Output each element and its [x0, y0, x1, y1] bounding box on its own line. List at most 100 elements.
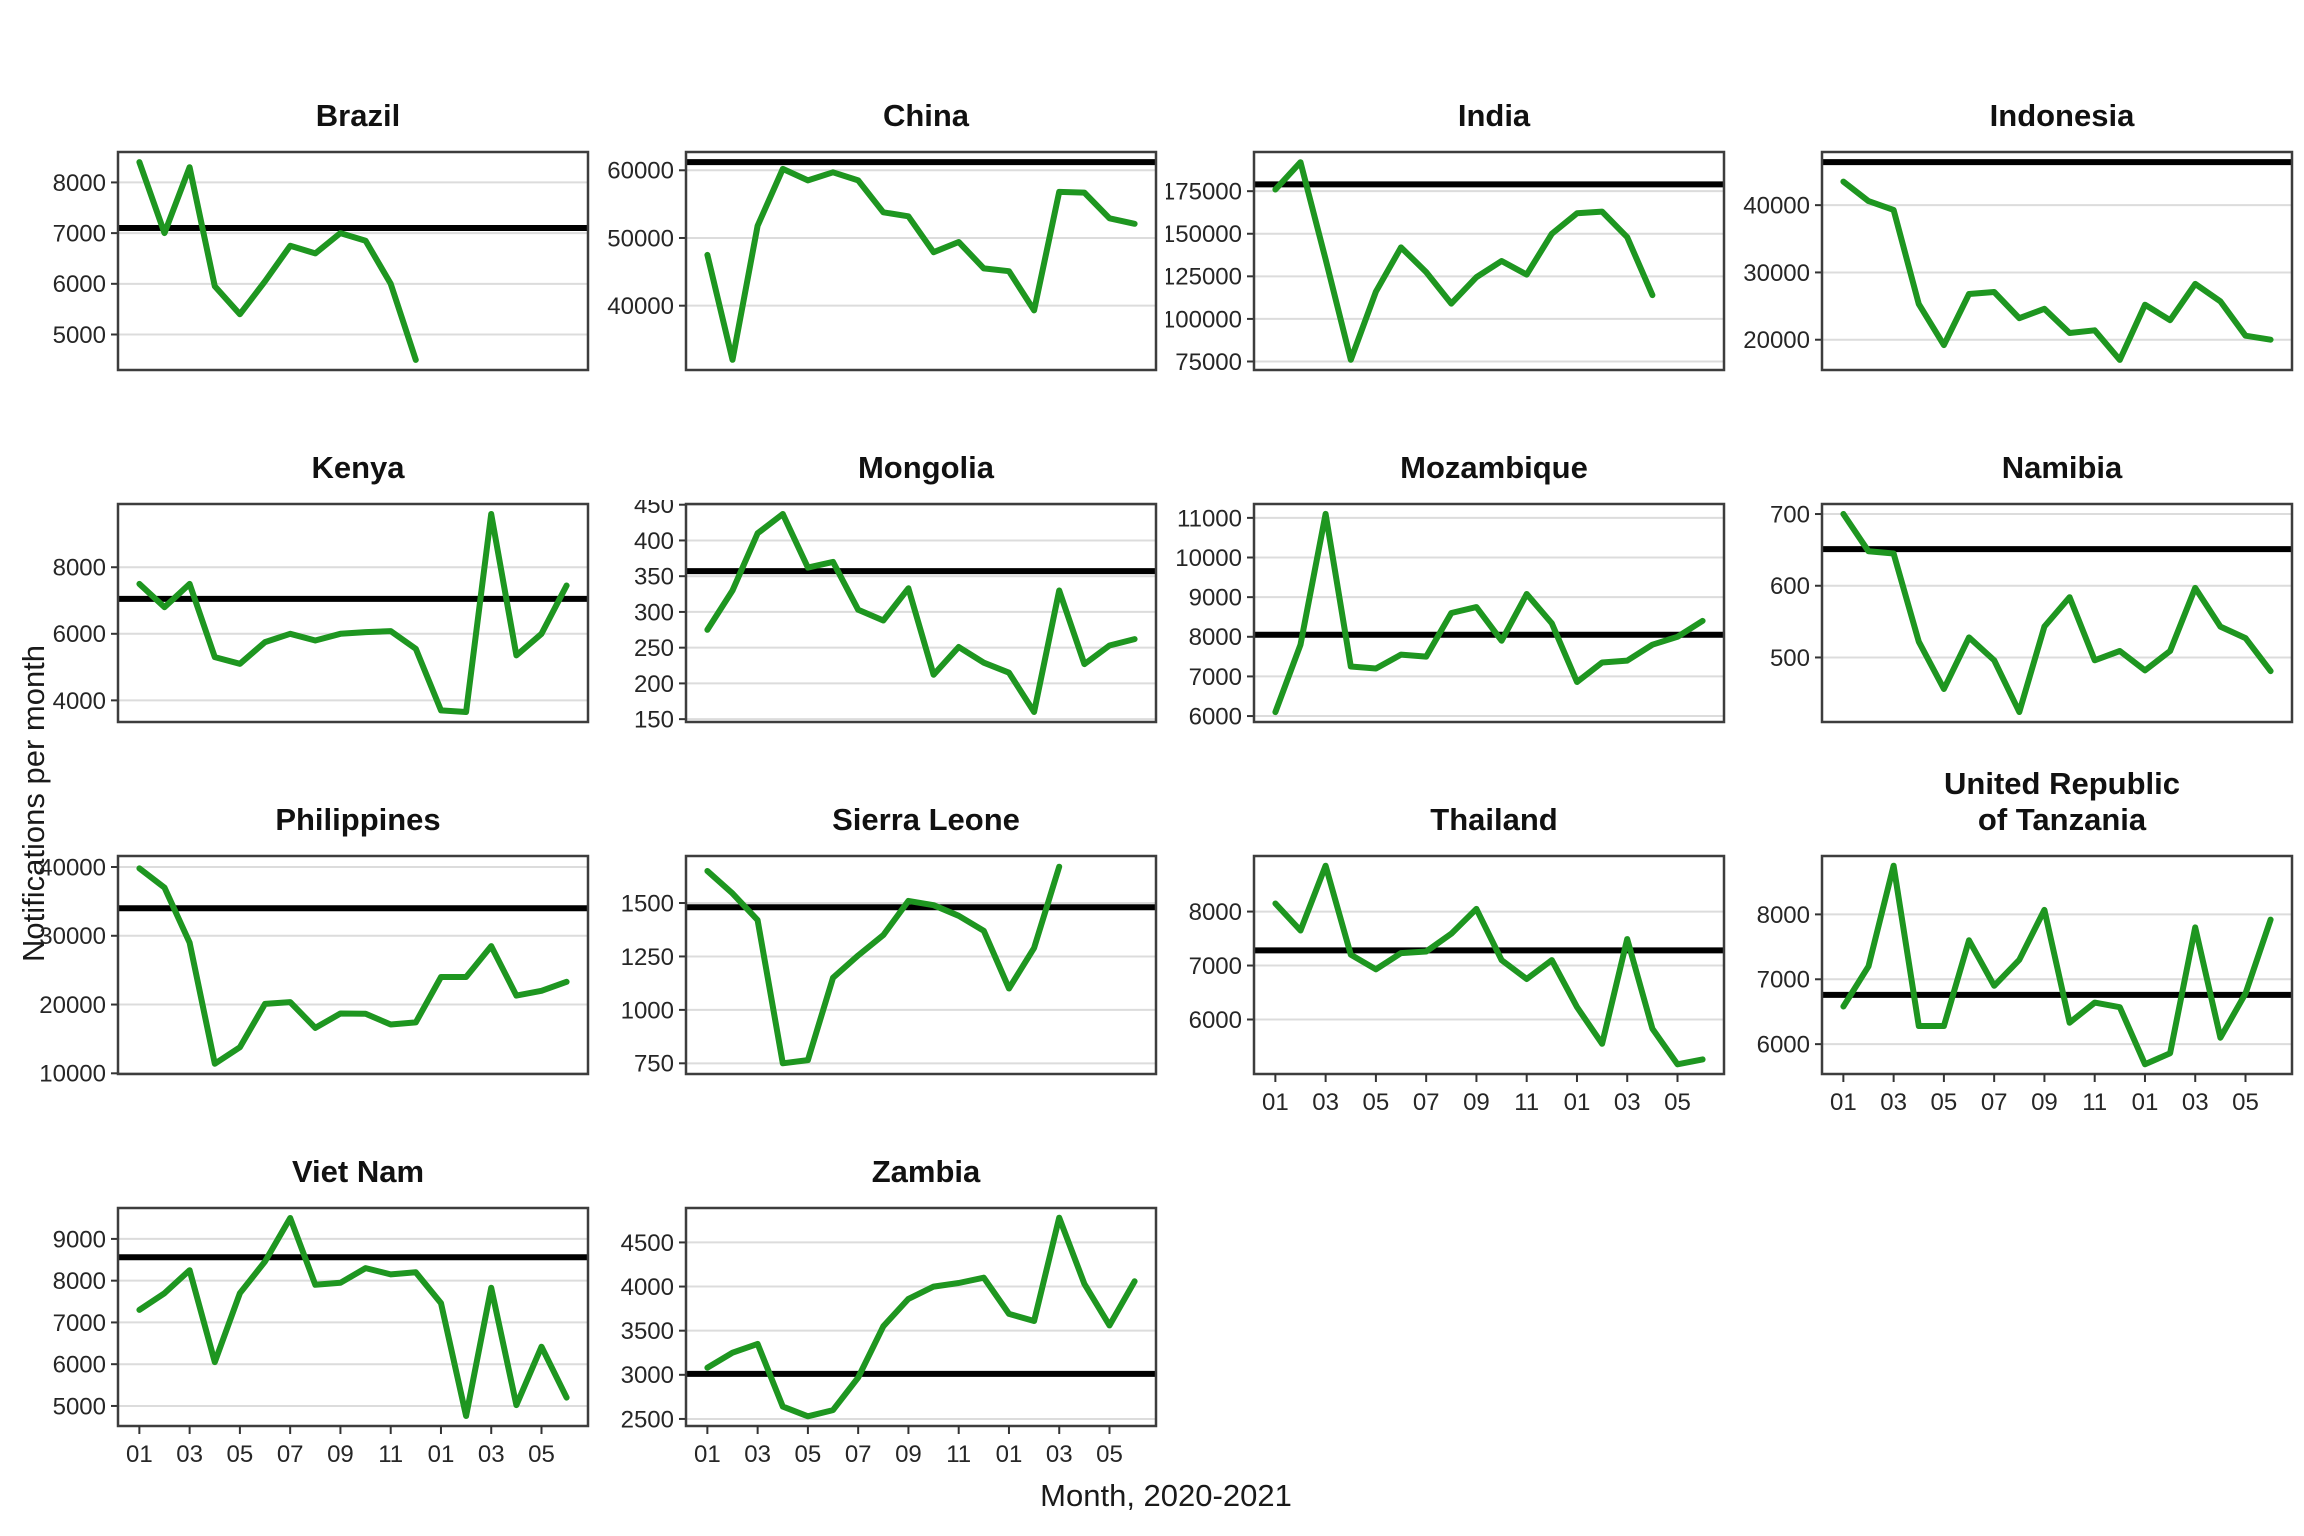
y-tick-label: 1500 — [621, 890, 674, 917]
x-tick-label: 09 — [327, 1441, 354, 1468]
y-tick-label: 500 — [1770, 645, 1810, 672]
y-tick-label: 250 — [634, 635, 674, 662]
facet-chart-brazil: 8000 7000 6000 5000 — [53, 150, 590, 372]
x-tick-label: 07 — [277, 1441, 304, 1468]
y-tick-label: 5000 — [53, 1393, 106, 1420]
facet-sierra-leone: Sierra Leone 1500 1250 1000 750 — [598, 768, 1166, 1120]
facet-chart-zambia: 4500 4000 3500 3000 2500 01 03 05 07 09 11 01 03 05 — [621, 1206, 1158, 1468]
facet-mozambique: Mozambique 11000 10000 9000 8000 7000 6000 — [1166, 416, 1734, 768]
notifications-line — [1272, 862, 1706, 1068]
y-tick-label: 6000 — [53, 271, 106, 298]
x-tick-label: 03 — [478, 1441, 505, 1468]
y-tick-label: 700 — [1770, 501, 1810, 528]
x-tick-label: 03 — [744, 1441, 771, 1468]
notifications-line — [1840, 178, 2274, 363]
y-tick-label: 60000 — [607, 158, 674, 185]
panel-background — [1254, 504, 1724, 722]
panel-border — [1252, 502, 1726, 724]
x-tick-label: 09 — [895, 1441, 922, 1468]
y-tick-label: 750 — [634, 1051, 674, 1078]
x-tick-label: 01 — [1564, 1089, 1591, 1116]
y-tick-label: 10000 — [1175, 545, 1242, 572]
y-tick-label: 175000 — [1166, 179, 1242, 206]
facet-title-line: Namibia — [2001, 450, 2123, 485]
y-tick-label: 20000 — [39, 992, 106, 1019]
y-tick-label: 7000 — [53, 221, 106, 248]
facet-indonesia: Indonesia 40000 30000 20000 — [1734, 64, 2302, 416]
y-tick-label: 600 — [1770, 573, 1810, 600]
facet-title-namibia: Namibia — [1734, 416, 2302, 500]
x-tick-label: 03 — [176, 1441, 203, 1468]
x-tick-label: 11 — [2082, 1089, 2107, 1116]
x-tick-label: 11 — [378, 1441, 403, 1468]
y-tick-label: 6000 — [53, 1352, 106, 1379]
facet-india: India 175000 150000 125000 100000 75000 — [1166, 64, 1734, 416]
facet-viet-nam: Viet Nam 9000 8000 7000 6000 5000 01 03 05 07 09 1… — [30, 1120, 598, 1472]
y-tick-label: 6000 — [53, 621, 106, 648]
y-tick-label: 6000 — [1189, 1007, 1242, 1034]
facet-title-indonesia: Indonesia — [1734, 64, 2302, 148]
x-tick-label: 01 — [996, 1441, 1023, 1468]
facet-chart-china: 60000 50000 40000 — [607, 150, 1158, 372]
x-tick-label: 03 — [1312, 1089, 1339, 1116]
facet-title-sierra-leone: Sierra Leone — [598, 768, 1166, 852]
facet-title-viet-nam: Viet Nam — [30, 1120, 598, 1204]
facet-chart-mongolia: 450 400 350 300 250 200 150 — [634, 500, 1158, 734]
panel-border — [684, 854, 1158, 1076]
y-tick-label: 1000 — [621, 997, 674, 1024]
x-tick-label: 05 — [227, 1441, 254, 1468]
facet-chart-indonesia: 40000 30000 20000 — [1743, 150, 2294, 372]
x-tick-label: 07 — [1413, 1089, 1440, 1116]
facet-chart-kenya: 8000 6000 4000 — [53, 502, 590, 724]
facet-title-line: Sierra Leone — [832, 802, 1020, 837]
x-tick-label: 11 — [1514, 1089, 1539, 1116]
panel-border — [1820, 502, 2294, 724]
y-tick-label: 200 — [634, 671, 674, 698]
panel-background — [1254, 152, 1724, 370]
panel-background — [118, 856, 588, 1074]
panel-background — [118, 504, 588, 722]
y-tick-label: 300 — [634, 599, 674, 626]
notifications-line — [704, 1214, 1138, 1420]
facet-title-line: Brazil — [315, 98, 401, 133]
facet-chart-mozambique: 11000 10000 9000 8000 7000 6000 — [1175, 502, 1726, 730]
x-tick-label: 03 — [1614, 1089, 1641, 1116]
y-tick-label: 40000 — [1743, 193, 1810, 220]
facet-title-line: Thailand — [1430, 802, 1558, 837]
y-tick-label: 11000 — [1177, 505, 1242, 532]
panel-border — [116, 1206, 590, 1428]
y-tick-label: 9000 — [53, 1226, 106, 1253]
panel-background — [686, 152, 1156, 370]
y-tick-label: 150000 — [1166, 221, 1242, 248]
x-tick-label: 03 — [1880, 1089, 1907, 1116]
facet-title-line: Zambia — [871, 1154, 981, 1189]
facet-title-united-republic-of-tanzania: United Republic of Tanzania — [1734, 766, 2302, 852]
facet-title-line: Kenya — [311, 450, 405, 485]
y-tick-label: 8000 — [53, 555, 106, 582]
panel-background — [1822, 152, 2292, 370]
notifications-line — [704, 165, 1138, 363]
facet-title-zambia: Zambia — [598, 1120, 1166, 1204]
facet-philippines: Philippines 40000 30000 20000 10000 — [30, 768, 598, 1120]
y-tick-label: 3000 — [621, 1362, 674, 1389]
notifications-line — [1272, 159, 1656, 363]
x-tick-label: 03 — [1046, 1441, 1073, 1468]
facet-title-line: Mozambique — [1400, 450, 1588, 485]
facet-title-india: India — [1166, 64, 1734, 148]
y-tick-label: 8000 — [53, 170, 106, 197]
x-axis-title: Month, 2020-2021 — [1040, 1478, 1292, 1513]
x-tick-label: 05 — [1096, 1441, 1123, 1468]
panel-border — [684, 502, 1158, 724]
facet-title-line: China — [882, 98, 970, 133]
panel-border — [1252, 150, 1726, 372]
y-tick-label: 7000 — [53, 1310, 106, 1337]
x-tick-label: 09 — [2031, 1089, 2058, 1116]
notifications-line — [704, 511, 1138, 715]
facet-title-brazil: Brazil — [30, 64, 598, 148]
x-tick-label: 11 — [946, 1441, 971, 1468]
panel-border — [116, 854, 590, 1076]
facet-chart-philippines: 40000 30000 20000 10000 — [39, 854, 590, 1088]
facet-brazil: Brazil 8000 7000 6000 5000 — [30, 64, 598, 416]
panel-border — [116, 502, 590, 724]
